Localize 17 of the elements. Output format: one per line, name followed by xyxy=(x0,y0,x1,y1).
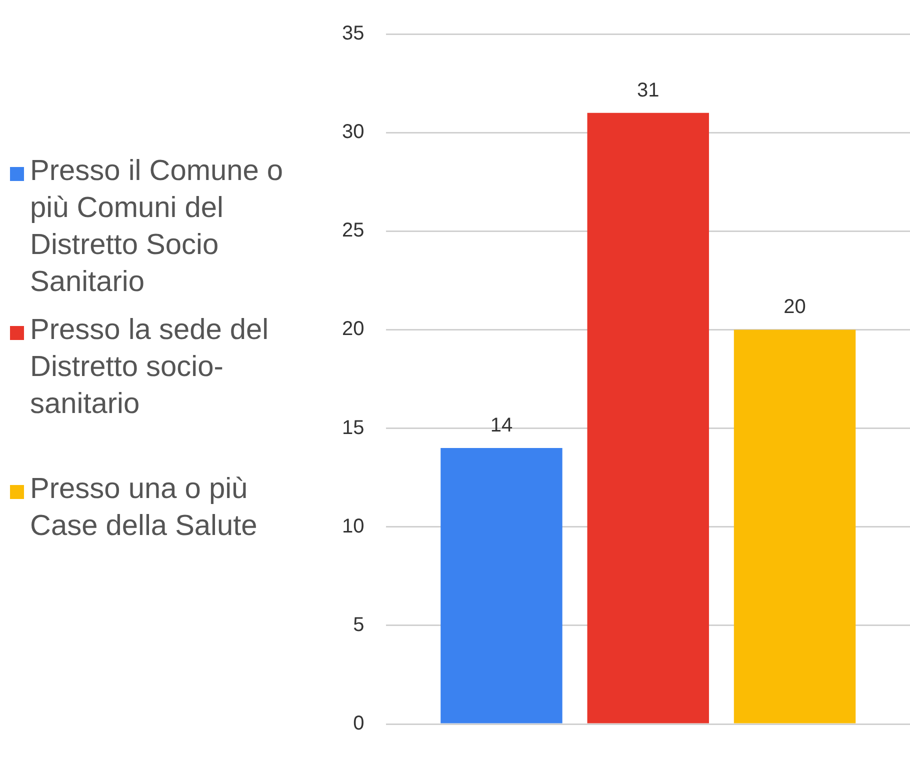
bar xyxy=(440,448,562,724)
data-label: 14 xyxy=(490,414,513,437)
y-tick-label: 0 xyxy=(353,712,364,735)
y-tick-label: 25 xyxy=(342,220,364,242)
y-tick-label: 5 xyxy=(353,614,364,636)
y-tick-label: 10 xyxy=(342,515,364,538)
bar xyxy=(734,330,856,724)
legend-label: Presso una o più Case della Salute xyxy=(30,472,258,544)
y-tick-label: 15 xyxy=(342,416,364,439)
legend-label: Presso il Comune o più Comuni del Distretto Socio Sanitario xyxy=(30,154,284,300)
bar xyxy=(587,112,709,724)
y-tick-label: 20 xyxy=(342,318,364,340)
data-label: 20 xyxy=(784,296,806,318)
y-tick-label: 35 xyxy=(342,22,364,45)
data-label: 31 xyxy=(637,79,660,102)
legend-label: Presso la sede del Distretto socio-sanitario xyxy=(30,313,270,422)
y-tick-label: 30 xyxy=(342,121,364,144)
